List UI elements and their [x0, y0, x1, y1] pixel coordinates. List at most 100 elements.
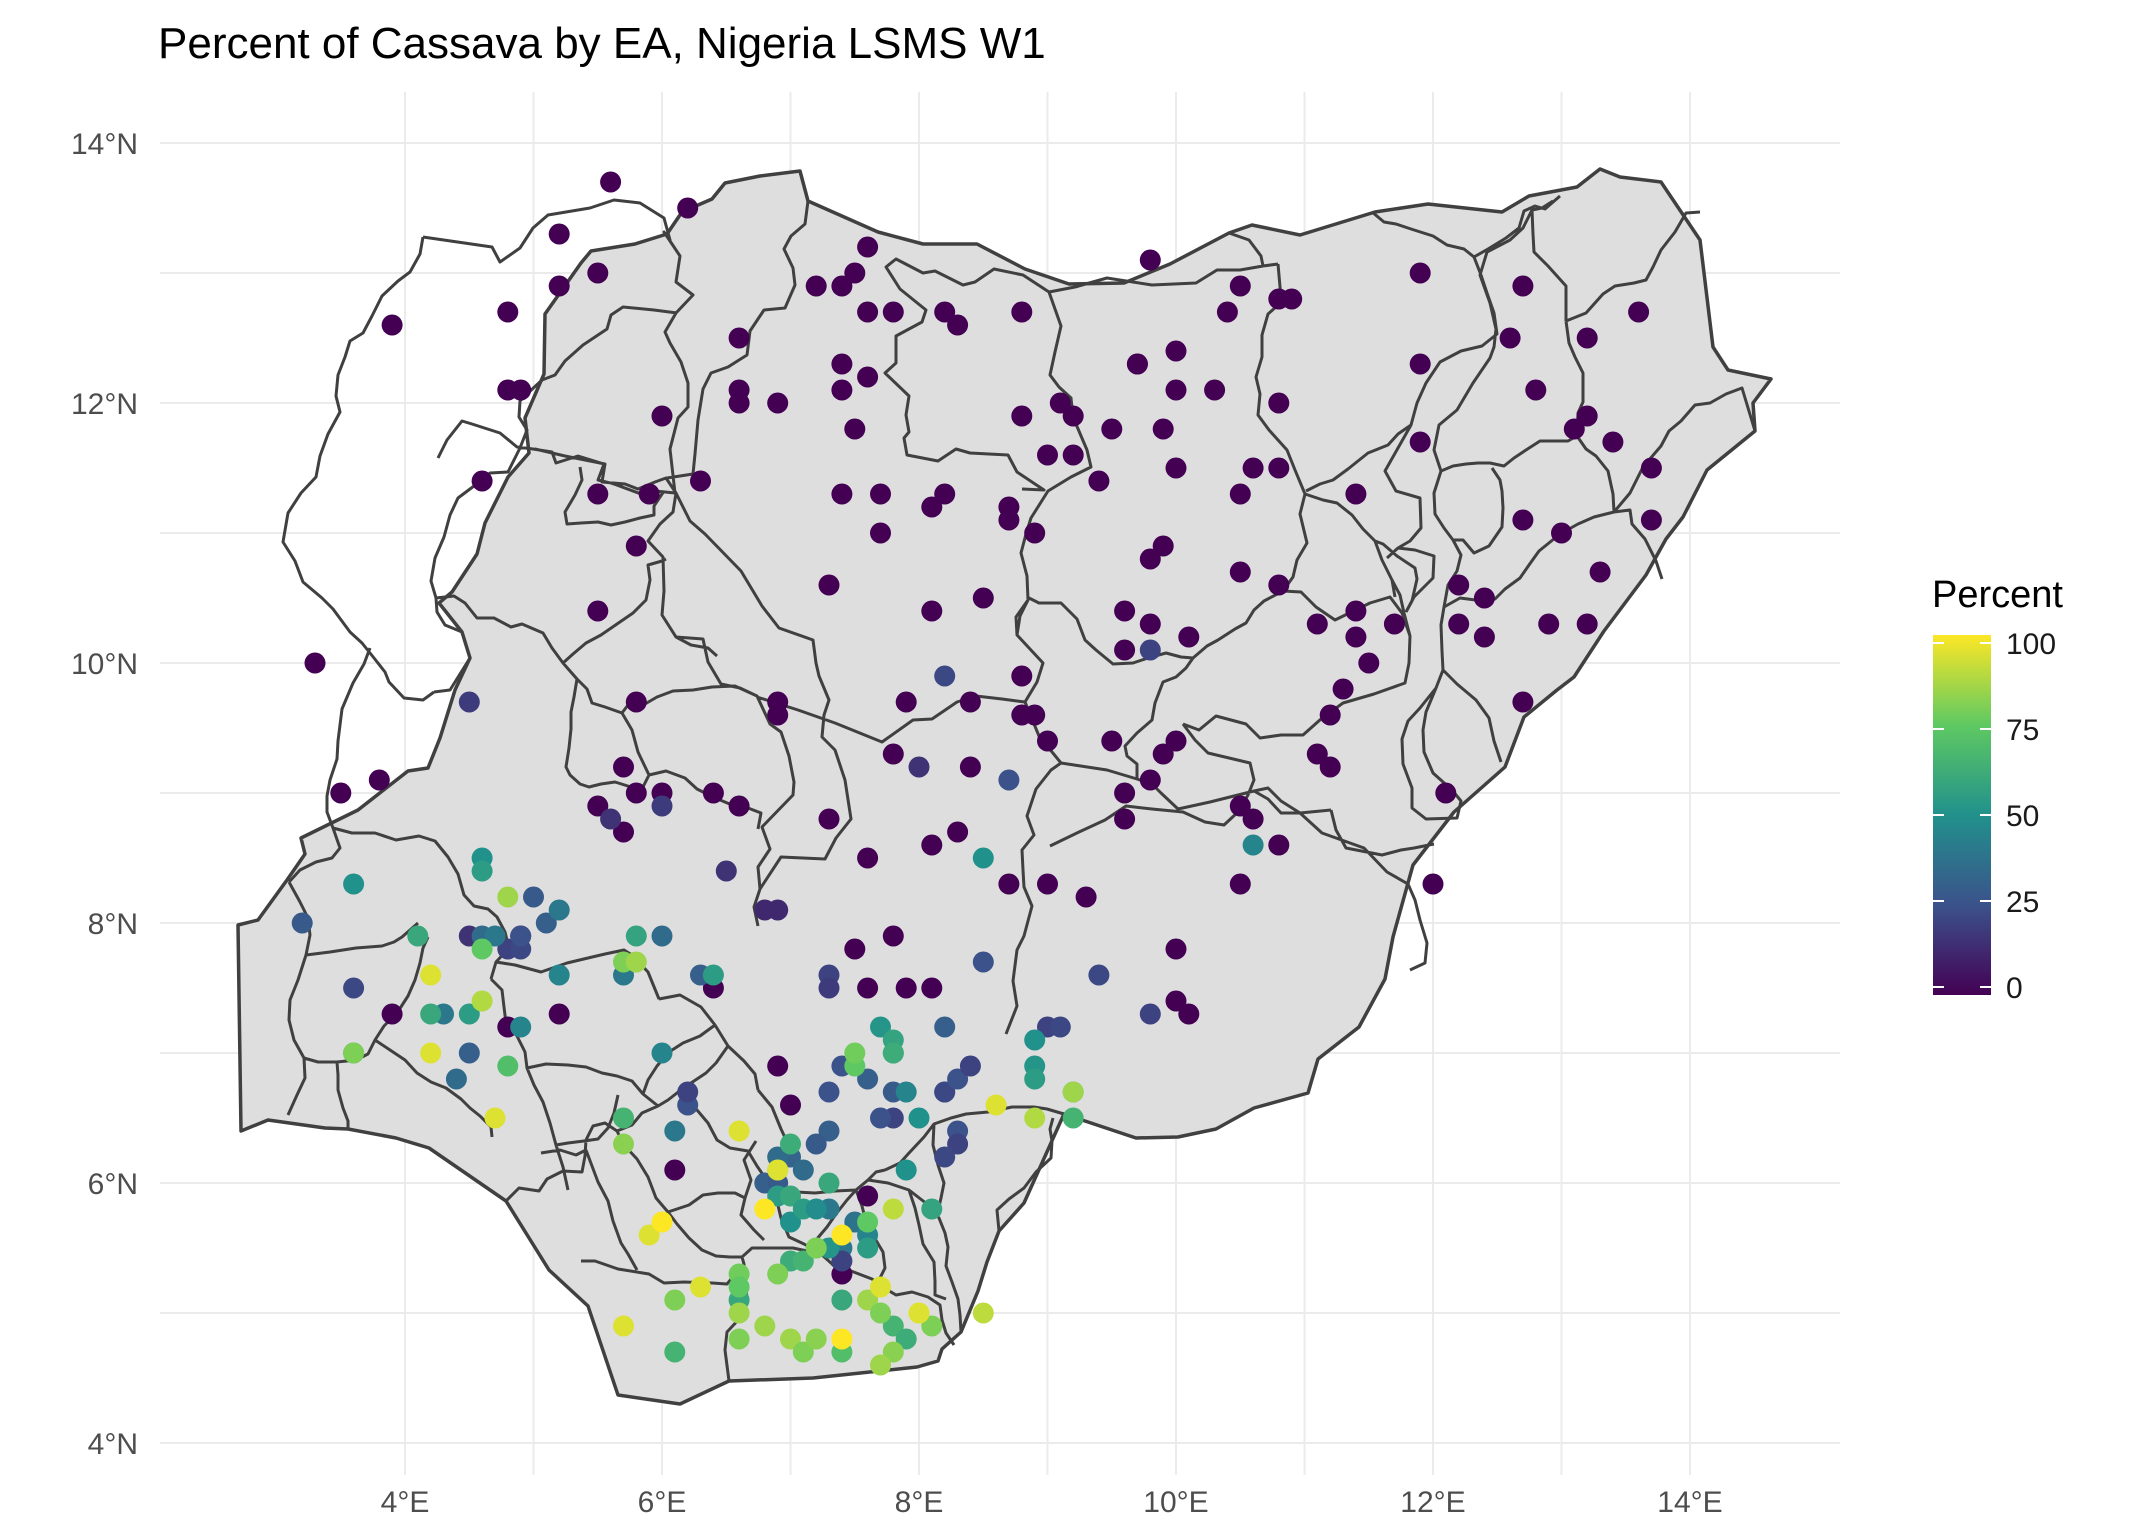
chart-title: Percent of Cassava by EA, Nigeria LSMS W…	[158, 19, 1046, 68]
ea-point	[625, 951, 647, 973]
ea-point	[497, 1055, 519, 1077]
ea-point	[934, 483, 956, 505]
ea-point	[1139, 548, 1161, 570]
ea-point	[548, 1003, 570, 1025]
ea-point	[690, 470, 711, 492]
ea-point	[895, 1081, 917, 1103]
ea-point	[728, 795, 750, 817]
ea-point	[1229, 561, 1251, 583]
ea-point	[548, 964, 570, 986]
ea-point	[1049, 392, 1071, 414]
y-tick-label: 6°N	[88, 1168, 138, 1201]
ea-point	[921, 977, 943, 999]
ea-point	[548, 899, 570, 921]
ea-point	[818, 808, 840, 830]
ea-point	[1409, 262, 1431, 284]
ea-point	[1473, 626, 1495, 648]
ea-point	[831, 353, 853, 375]
ea-point	[1139, 639, 1161, 661]
ea-point	[1268, 457, 1290, 479]
ea-point	[728, 392, 750, 414]
ea-point	[1640, 509, 1662, 531]
ea-point	[959, 691, 981, 713]
ea-point	[1268, 392, 1290, 414]
ea-point	[715, 860, 737, 882]
y-tick-label: 14°N	[71, 128, 138, 161]
ea-point	[1114, 639, 1136, 661]
ea-point	[780, 1211, 801, 1233]
x-tick-label: 8°E	[895, 1486, 944, 1519]
ea-point	[1037, 444, 1058, 466]
ea-point	[780, 1133, 801, 1155]
ea-point	[908, 1107, 930, 1129]
ea-point	[934, 301, 956, 323]
ea-point	[1242, 808, 1264, 830]
data-points	[291, 171, 1662, 1376]
ea-point	[1139, 769, 1161, 791]
ea-point	[1383, 613, 1405, 635]
ea-point	[818, 977, 840, 999]
ea-point	[882, 1198, 904, 1220]
ea-point	[420, 964, 442, 986]
ea-point	[1114, 808, 1136, 830]
ea-point	[1319, 704, 1341, 726]
ea-point	[1139, 249, 1161, 271]
ea-point	[1075, 886, 1097, 908]
ea-point	[330, 782, 352, 804]
ea-point	[844, 262, 866, 284]
ea-point	[792, 1159, 814, 1181]
ea-point	[1101, 730, 1123, 752]
ea-point	[985, 1094, 1007, 1116]
ea-point	[870, 1107, 891, 1129]
ea-point	[677, 1081, 699, 1103]
ea-point	[587, 262, 609, 284]
ea-point	[895, 1328, 917, 1350]
ea-point	[407, 925, 429, 947]
ea-point	[805, 1133, 827, 1155]
ea-point	[754, 1198, 776, 1220]
ea-point	[1473, 587, 1495, 609]
ea-point	[625, 782, 647, 804]
ea-point	[690, 1276, 711, 1298]
ea-point	[702, 964, 724, 986]
ea-point	[1011, 665, 1033, 687]
ea-point	[484, 925, 506, 947]
ea-point	[1126, 353, 1148, 375]
ea-point	[767, 704, 789, 726]
ea-point	[1319, 756, 1341, 778]
ea-point	[831, 1224, 853, 1246]
ea-point	[844, 1042, 866, 1064]
ea-point	[548, 275, 570, 297]
ea-point	[343, 873, 365, 895]
ea-point	[1409, 431, 1431, 453]
ea-point	[857, 1211, 879, 1233]
ea-point	[870, 1016, 891, 1038]
ea-point	[1512, 509, 1534, 531]
ea-point	[895, 1159, 917, 1181]
ea-point	[818, 1172, 840, 1194]
ea-point	[1409, 353, 1431, 375]
ea-point	[471, 938, 493, 960]
ea-point	[780, 1094, 801, 1116]
ea-point	[1551, 522, 1572, 544]
ea-point	[1448, 574, 1470, 596]
legend-tick-label: 75	[2006, 714, 2039, 747]
ea-point	[368, 769, 390, 791]
ea-point	[1178, 1003, 1200, 1025]
ea-point	[1435, 782, 1457, 804]
ea-point	[1062, 1081, 1084, 1103]
ea-point	[1268, 574, 1290, 596]
ea-point	[895, 691, 917, 713]
ea-point	[857, 236, 879, 258]
ea-point	[1062, 405, 1084, 427]
ea-point	[767, 1263, 789, 1285]
ea-point	[921, 1315, 943, 1337]
ea-point	[1345, 483, 1367, 505]
ea-point	[343, 977, 365, 999]
ea-point	[304, 652, 326, 674]
y-tick-label: 10°N	[71, 648, 138, 681]
ea-point	[1204, 379, 1226, 401]
ea-point	[818, 1081, 840, 1103]
ea-point	[1512, 691, 1534, 713]
